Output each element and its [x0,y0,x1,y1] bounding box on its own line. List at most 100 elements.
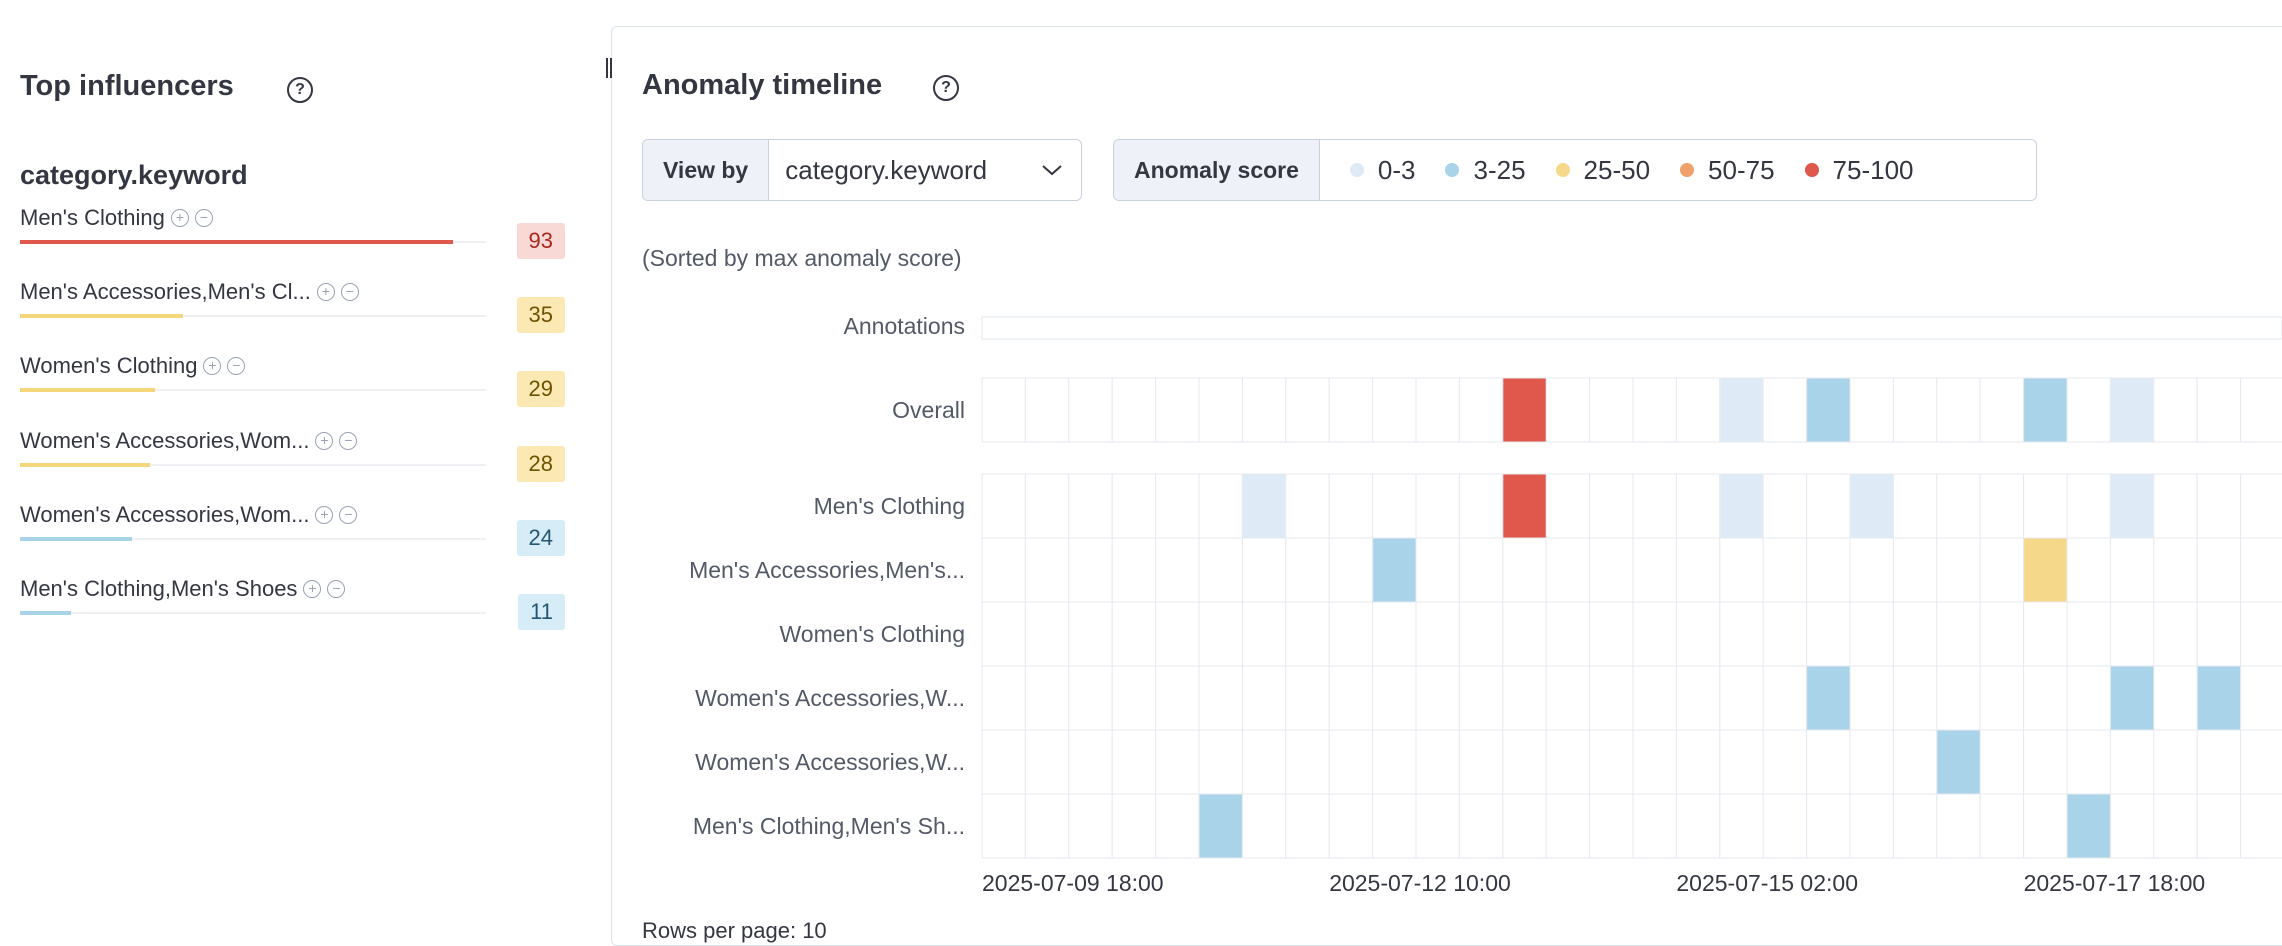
include-icon[interactable]: + [203,357,222,376]
legend-item: 3-25 [1445,155,1526,186]
legend-item: 25-50 [1555,155,1650,186]
grid-cell [1675,601,1721,667]
include-icon[interactable]: + [315,505,334,524]
grid-cell [1458,377,1504,443]
include-icon[interactable]: + [303,580,322,598]
grid-cell [981,793,1026,859]
grid-cell [1024,377,1070,443]
grid-cell [1024,729,1070,795]
grid-cell [1198,601,1243,667]
grid-cell [1545,793,1591,859]
grid-cell [1979,377,2025,443]
grid-cell [2109,537,2155,603]
grid-cell [1024,601,1070,667]
anomaly-cell[interactable] [2067,794,2110,858]
grid-cell [1241,377,1287,443]
grid-cell [1675,537,1721,603]
exclude-icon[interactable]: − [194,209,213,227]
grid-cell [2066,729,2111,795]
resize-handle[interactable] [606,58,612,78]
row-label: Men's Clothing [814,493,965,519]
grid-cell [2066,537,2111,603]
grid-cell [1545,473,1591,539]
grid-cell [2066,601,2111,667]
anomaly-cell[interactable] [2024,538,2067,602]
help-icon[interactable]: ? [287,77,313,103]
grid-cell [1632,473,1677,539]
anomaly-cell[interactable] [1807,666,1850,730]
grid-cell [1111,665,1157,731]
anomaly-cell[interactable] [2110,378,2154,442]
grid-cell [1936,601,1981,667]
grid-cell [1155,601,1200,667]
anomaly-cell[interactable] [2110,474,2154,538]
exclude-icon[interactable]: − [327,580,346,598]
grid-cell [1155,729,1200,795]
anomaly-cell[interactable] [1807,378,1850,442]
influencer-name: Men's Accessories,Men's Cl... [20,279,311,305]
anomaly-cell[interactable] [1242,474,1286,538]
anomaly-cell[interactable] [1720,378,1763,442]
grid-cell [1068,601,1113,667]
grid-cell [1198,665,1243,731]
influencer-name-row: Men's Clothing,Men's Shoes + − [20,576,565,602]
view-by-value[interactable]: category.keyword [785,154,988,185]
anomaly-cell[interactable] [1199,794,1242,858]
grid-cell [1719,793,1764,859]
grid-cell [2153,793,2198,859]
grid-cell [1328,665,1374,731]
view-by-control[interactable]: View by category.keyword [642,139,1082,201]
grid-cell [1458,665,1504,731]
grid-cell [1155,473,1200,539]
grid-cell [1285,793,1330,859]
grid-cell [1111,473,1157,539]
grid-cell [1545,665,1591,731]
grid-cell [1458,601,1504,667]
help-icon[interactable]: ? [933,75,959,101]
row-label: Women's Accessories,W... [695,685,965,711]
include-icon[interactable]: + [316,283,335,302]
score-track [20,463,486,466]
influencer: Men's Accessories,Men's Cl... + − 35 [20,279,565,349]
grid-cell [1675,473,1721,539]
anomaly-cell[interactable] [2197,666,2241,730]
anomaly-cell[interactable] [2110,666,2154,730]
grid-cell [981,537,1026,603]
anomaly-cell[interactable] [1720,474,1763,538]
grid-cell [1632,601,1677,667]
anomaly-cell[interactable] [1373,538,1416,602]
exclude-icon[interactable]: − [227,357,246,376]
row-label: Men's Accessories,Men's... [689,557,965,583]
grid-cell [981,377,1026,443]
score-bar [20,388,156,393]
grid-cell [1155,665,1200,731]
exclude-icon[interactable]: − [339,505,358,524]
grid-cell [1675,729,1721,795]
score-badge: 11 [518,594,565,630]
grid-cell [1111,377,1157,443]
field-name: category.keyword [20,160,248,190]
grid-cell [2153,537,2198,603]
grid-cell [1155,793,1200,859]
include-icon[interactable]: + [170,209,189,227]
grid-cell [1502,665,1547,731]
exclude-icon[interactable]: − [340,283,359,302]
exclude-icon[interactable]: − [339,431,358,450]
anomaly-cell[interactable] [1503,378,1546,442]
anomaly-cell[interactable] [1503,474,1546,538]
grid-cell [2023,793,2068,859]
grid-cell [2240,473,2282,539]
anomaly-cell[interactable] [1937,730,1980,794]
grid-cell [1849,793,1894,859]
grid-cell [1849,377,1894,443]
legend-dot [1349,163,1364,177]
include-icon[interactable]: + [315,431,334,450]
grid-cell [1068,665,1113,731]
anomaly-cell[interactable] [2024,378,2067,442]
grid-cell [1068,377,1113,443]
grid-cell [1241,729,1287,795]
anomaly-cell[interactable] [1850,474,1893,538]
legend-text: 75-100 [1832,154,1914,185]
